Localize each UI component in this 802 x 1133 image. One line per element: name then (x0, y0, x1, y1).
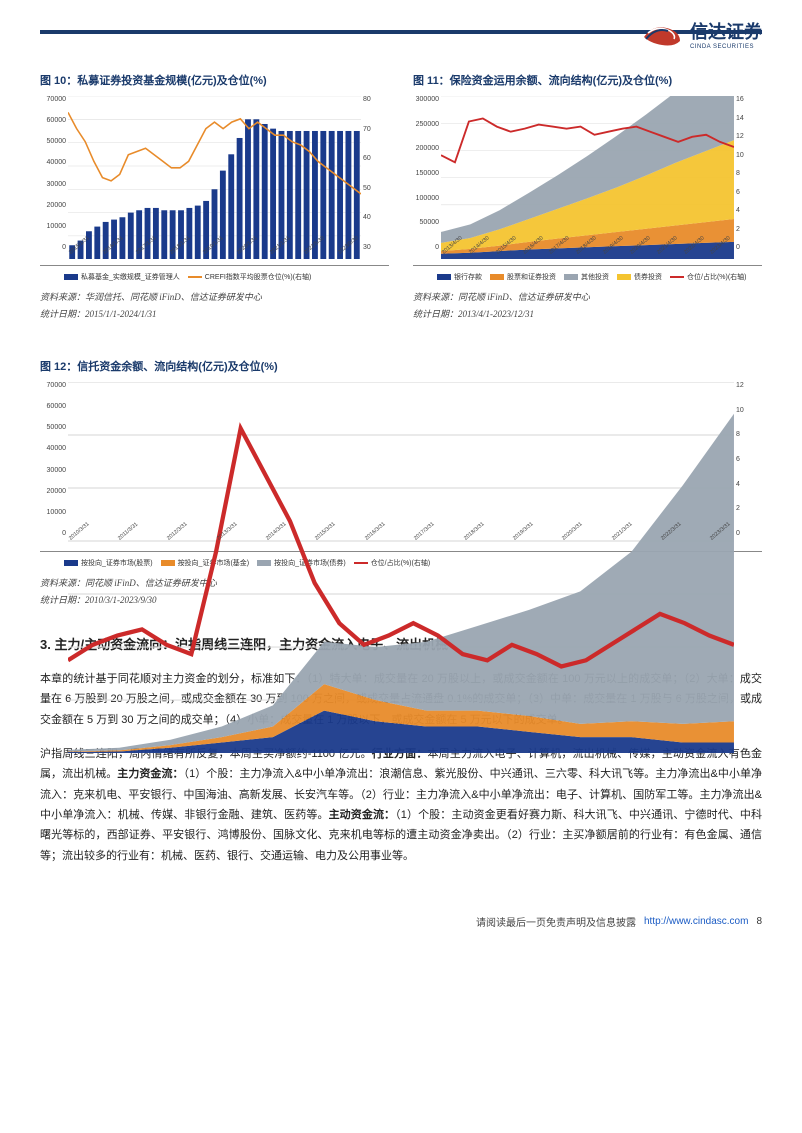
chart-12-title: 图 12：信托资金余额、流向结构(亿元)及仓位(%) (40, 358, 762, 374)
charts-row-2: 图 12：信托资金余额、流向结构(亿元)及仓位(%) 7000060000500… (40, 358, 762, 606)
footer-link[interactable]: http://www.cindasc.com (644, 916, 748, 927)
chart-10: 图 10：私募证券投资基金规模(亿元)及仓位(%) 70000600005000… (40, 72, 389, 320)
chart-10-yaxis-right: 807060504030 (361, 96, 389, 251)
chart-12-svg (68, 382, 734, 753)
page-container: 信达证券 CINDA SECURITIES 图 10：私募证券投资基金规模(亿元… (0, 0, 802, 949)
chart-11-title: 图 11：保险资金运用余额、流向结构(亿元)及仓位(%) (413, 72, 762, 88)
chart-12: 图 12：信托资金余额、流向结构(亿元)及仓位(%) 7000060000500… (40, 358, 762, 606)
chart-12-canvas: 700006000050000400003000020000100000 121… (40, 382, 762, 552)
charts-row-1: 图 10：私募证券投资基金规模(亿元)及仓位(%) 70000600005000… (40, 72, 762, 320)
chart-11-svg (441, 96, 734, 259)
chart-12-yaxis-right: 121086420 (734, 382, 762, 537)
chart-10-legend: 私募基金_实缴规模_证券管理人CREFI指数平均股票仓位(%)(右轴) (40, 272, 389, 282)
brand-subtitle: CINDA SECURITIES (690, 44, 762, 50)
chart-11-yaxis-right: 1614121086420 (734, 96, 762, 251)
brand-name: 信达证券 (690, 18, 762, 44)
swirl-icon (640, 19, 684, 49)
chart-12-xaxis: 2010/3/312011/3/312012/3/312013/3/312014… (68, 537, 734, 551)
chart-10-source: 资料来源：华润信托、同花顺 iFinD、信达证券研发中心 (40, 290, 389, 303)
chart-11-canvas: 300000250000200000150000100000500000 161… (413, 96, 762, 266)
footer-disclaimer: 请阅读最后一页免责声明及信息披露 (476, 914, 636, 929)
chart-10-canvas: 700006000050000400003000020000100000 807… (40, 96, 389, 266)
chart-10-svg (68, 96, 361, 259)
page-footer: 请阅读最后一页免责声明及信息披露 http://www.cindasc.com … (40, 906, 762, 929)
p2-f: 主动资金流： (329, 809, 396, 821)
chart-11-yaxis-left: 300000250000200000150000100000500000 (413, 96, 441, 251)
chart-11-legend: 银行存款股票和证券投资其他投资债券投资仓位/占比(%)(右轴) (413, 272, 762, 282)
chart-10-date: 统计日期：2015/1/1-2024/1/31 (40, 307, 389, 320)
chart-11-source: 资料来源：同花顺 iFinD、信达证券研发中心 (413, 290, 762, 303)
chart-12-yaxis-left: 700006000050000400003000020000100000 (40, 382, 68, 537)
chart-10-title: 图 10：私募证券投资基金规模(亿元)及仓位(%) (40, 72, 389, 88)
section-3-p2: 沪指周线三连阳，周内情绪有所反复，本周主买净额约-1100 亿元。行业方面：本周… (40, 744, 762, 866)
chart-11: 图 11：保险资金运用余额、流向结构(亿元)及仓位(%) 30000025000… (413, 72, 762, 320)
chart-11-date: 统计日期：2013/4/1-2023/12/31 (413, 307, 762, 320)
chart-11-xaxis: 2013/4/302014/4/302015/4/302016/4/302017… (441, 251, 734, 265)
brand-logo: 信达证券 CINDA SECURITIES (640, 18, 762, 50)
page-number: 8 (756, 916, 762, 927)
chart-10-xaxis: 2015/1/312016/1/312017/1/312018/1/312019… (68, 251, 361, 265)
chart-10-yaxis-left: 700006000050000400003000020000100000 (40, 96, 68, 251)
p2-d: 主力资金流： (117, 768, 183, 780)
